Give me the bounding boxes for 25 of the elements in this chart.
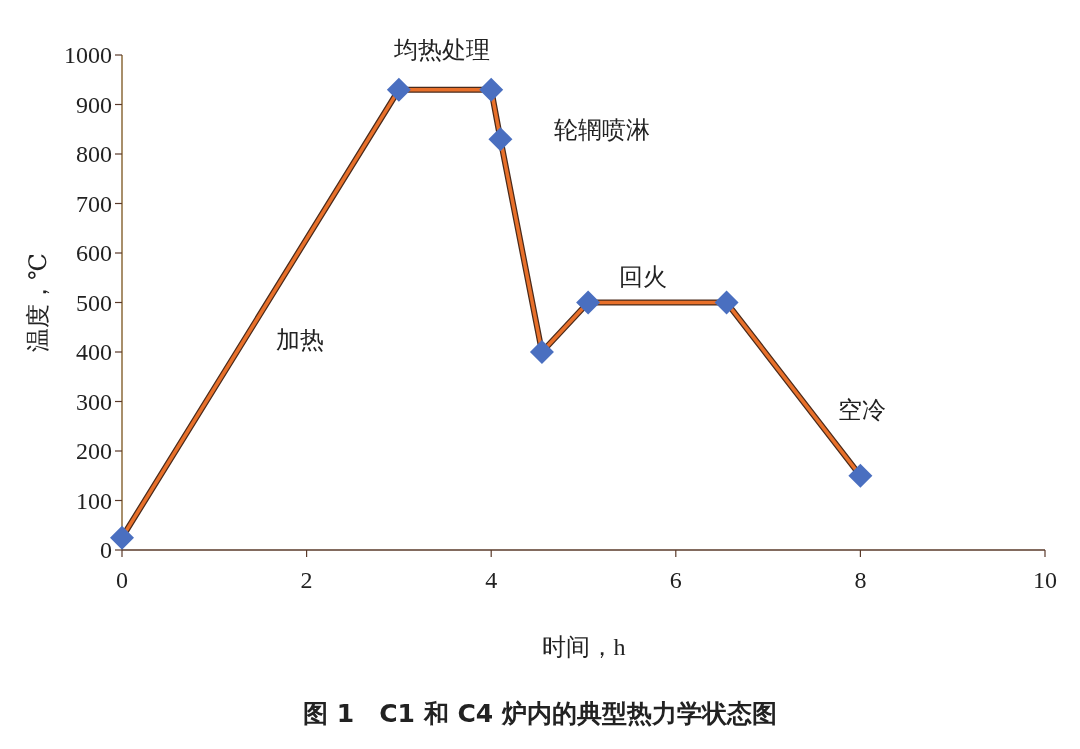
x-tick-label: 2 bbox=[300, 567, 313, 593]
annotation: 轮辋喷淋 bbox=[554, 117, 650, 143]
x-tick-label: 6 bbox=[669, 567, 682, 593]
x-tick-label: 4 bbox=[485, 567, 498, 593]
x-axis-title: 时间，h bbox=[541, 634, 626, 660]
y-axis-title: 温度，℃ bbox=[25, 253, 51, 352]
x-tick-label: 10 bbox=[1033, 567, 1057, 593]
y-tick-label: 100 bbox=[76, 487, 112, 514]
x-tick-label: 8 bbox=[854, 567, 867, 593]
y-tick-label: 200 bbox=[76, 438, 112, 464]
annotation: 空冷 bbox=[838, 397, 886, 423]
y-tick-label: 300 bbox=[76, 388, 112, 415]
y-tick-label: 0 bbox=[100, 537, 112, 563]
y-tick-label: 700 bbox=[76, 190, 112, 217]
annotation: 加热 bbox=[276, 327, 324, 353]
annotation: 均热处理 bbox=[393, 37, 490, 63]
y-tick-label: 1000 bbox=[64, 42, 112, 68]
y-tick-label: 500 bbox=[76, 289, 112, 316]
y-tick-label: 800 bbox=[76, 141, 112, 167]
y-tick-label: 400 bbox=[76, 339, 112, 365]
y-tick-label: 900 bbox=[76, 91, 112, 118]
x-tick-label: 0 bbox=[116, 567, 128, 593]
text: 图 1 C1 和 C4 炉内的典型热力学状态图 bbox=[303, 699, 777, 728]
y-tick-label: 600 bbox=[76, 240, 112, 266]
annotation: 回火 bbox=[619, 264, 667, 290]
